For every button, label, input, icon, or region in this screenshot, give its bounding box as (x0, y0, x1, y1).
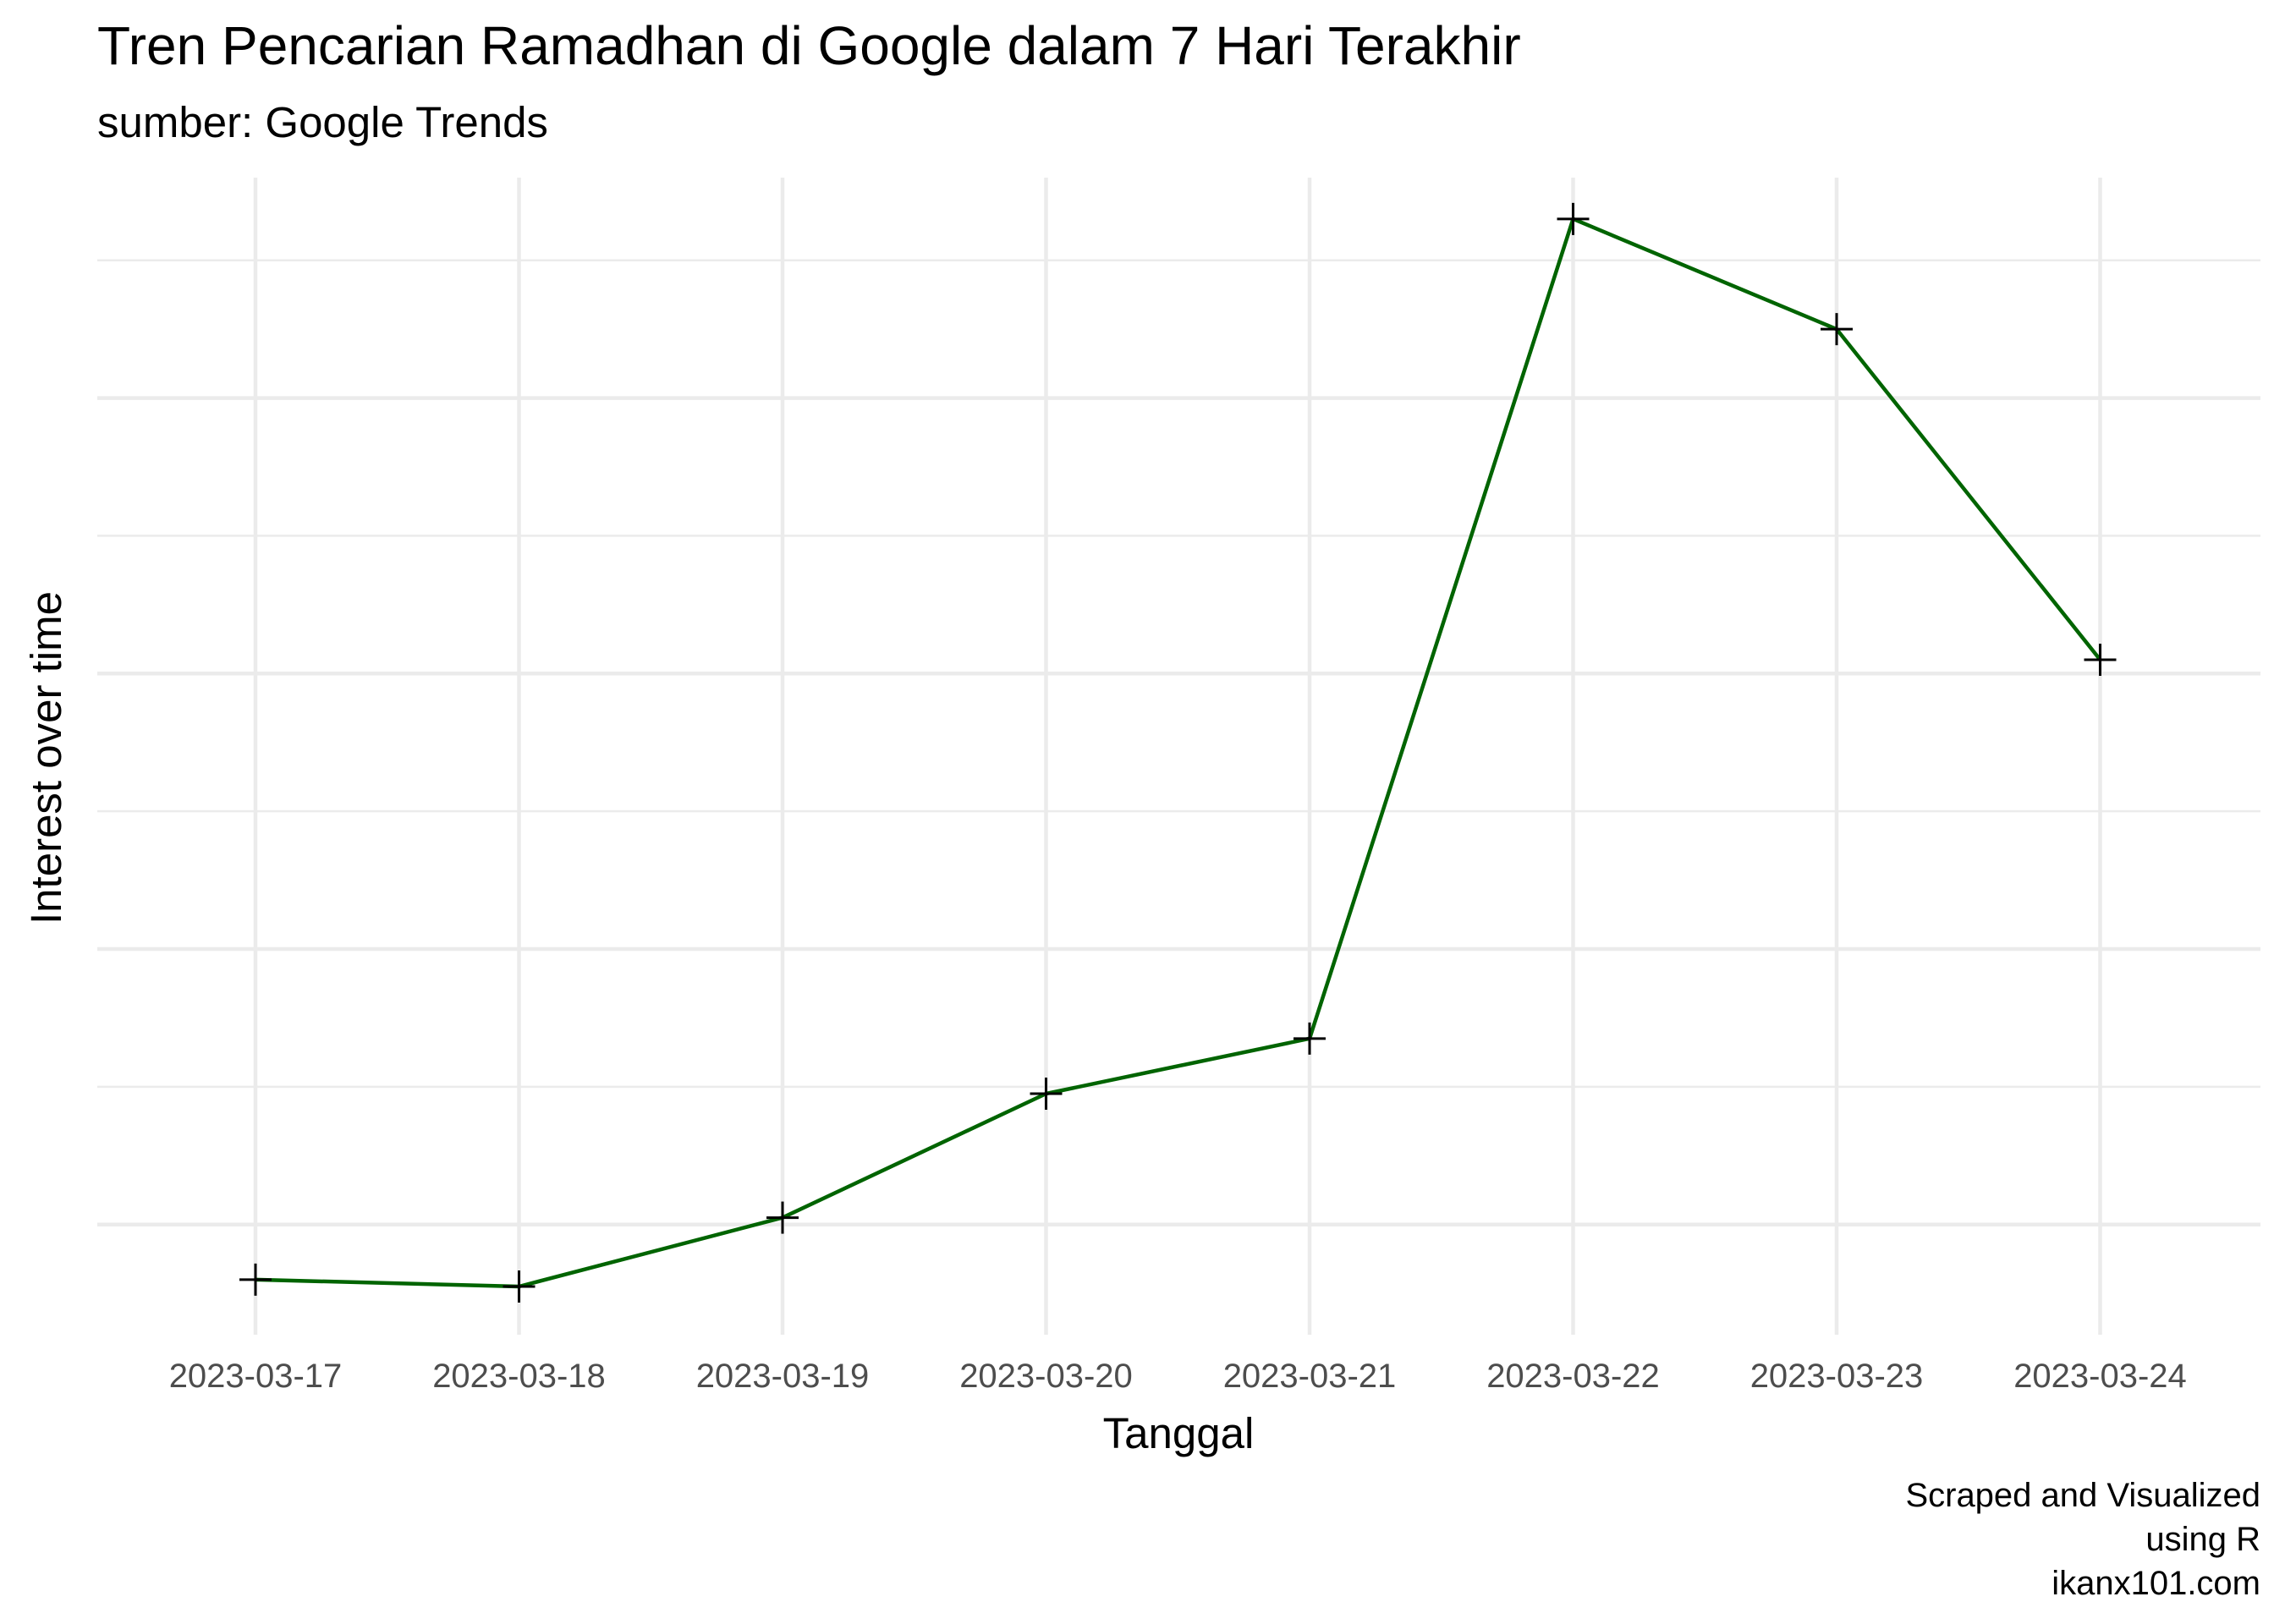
grid-lines (97, 178, 2260, 1335)
data-point-marker (1030, 1078, 1063, 1110)
data-point-marker (1294, 1022, 1326, 1055)
x-tick-label: 2023-03-24 (2013, 1358, 2187, 1395)
caption-line-1: Scraped and Visualized (1905, 1477, 2260, 1514)
caption-line-3: ikanx101.com (2052, 1565, 2260, 1602)
x-tick-label: 2023-03-21 (1223, 1358, 1397, 1395)
data-point-marker (1557, 202, 1590, 235)
y-axis-title: Interest over time (22, 591, 70, 924)
data-point-marker (2084, 644, 2117, 676)
x-tick-label: 2023-03-18 (432, 1358, 606, 1395)
x-tick-label: 2023-03-20 (959, 1358, 1133, 1395)
x-axis-title: Tanggal (1103, 1409, 1255, 1457)
x-tick-label: 2023-03-22 (1486, 1358, 1660, 1395)
data-point-marker (1821, 313, 1853, 346)
caption-line-2: using R (2145, 1521, 2260, 1558)
data-point-marker (239, 1263, 272, 1296)
data-point-marker (503, 1270, 536, 1303)
series-line (255, 217, 2102, 1289)
data-point-marker (766, 1201, 799, 1234)
chart-title: Tren Pencarian Ramadhan di Google dalam … (97, 15, 1521, 76)
chart-subtitle: sumber: Google Trends (97, 98, 548, 146)
x-tick-labels: 2023-03-17 2023-03-18 2023-03-19 2023-03-20… (169, 1358, 2187, 1395)
x-tick-label: 2023-03-17 (169, 1358, 343, 1395)
x-tick-label: 2023-03-23 (1750, 1358, 1924, 1395)
series-line-group (255, 217, 2102, 1289)
x-tick-label: 2023-03-19 (696, 1358, 870, 1395)
data-point-markers (239, 202, 2117, 1303)
